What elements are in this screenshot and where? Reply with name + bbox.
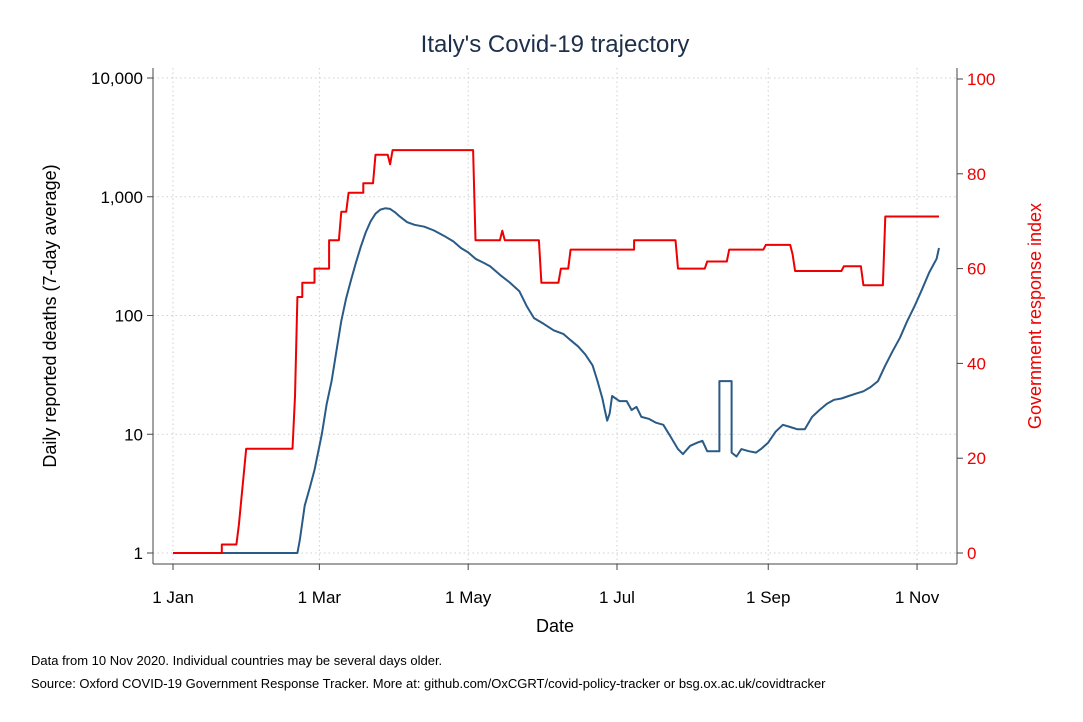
- grid-lines: [153, 68, 957, 564]
- source-note: Source: Oxford COVID-19 Government Respo…: [31, 676, 826, 691]
- left-tick-label: 1,000: [100, 188, 143, 207]
- right-tick-label: 60: [967, 260, 986, 279]
- right-tick-label: 100: [967, 70, 995, 89]
- left-axis-ticks: 1 10 100 1,000 10,000: [91, 69, 153, 563]
- chart-title: Italy's Covid-19 trajectory: [421, 31, 690, 58]
- x-axis-ticks: 1 Jan 1 Mar 1 May 1 Jul 1 Sep 1 Nov: [152, 564, 940, 607]
- response-index-series-line: [173, 149, 939, 554]
- x-tick-label: 1 Nov: [895, 588, 940, 607]
- x-tick-label: 1 Jan: [152, 588, 194, 607]
- x-tick-label: 1 Sep: [746, 588, 790, 607]
- left-axis-label: Daily reported deaths (7-day average): [40, 164, 60, 467]
- x-axis-label: Date: [536, 616, 574, 636]
- left-tick-label: 10: [124, 425, 143, 444]
- deaths-series-line: [173, 207, 940, 554]
- right-axis-ticks: 0 20 40 60 80 100: [957, 70, 995, 563]
- right-tick-label: 0: [967, 544, 976, 563]
- x-tick-label: 1 Mar: [298, 588, 342, 607]
- left-tick-label: 100: [115, 307, 143, 326]
- right-tick-label: 40: [967, 354, 986, 373]
- right-tick-label: 20: [967, 449, 986, 468]
- x-tick-label: 1 Jul: [599, 588, 635, 607]
- left-tick-label: 1: [134, 544, 143, 563]
- right-tick-label: 80: [967, 165, 986, 184]
- data-date-note: Data from 10 Nov 2020. Individual countr…: [31, 653, 443, 668]
- series-layer: [173, 149, 940, 554]
- x-tick-label: 1 May: [445, 588, 492, 607]
- left-tick-label: 10,000: [91, 69, 143, 88]
- right-axis-label: Government response index: [1025, 203, 1045, 429]
